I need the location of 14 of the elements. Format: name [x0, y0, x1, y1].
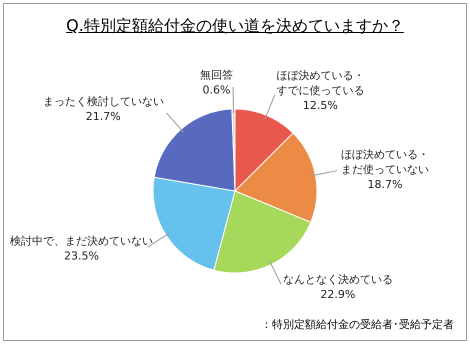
data-label: 18.7%	[367, 178, 402, 191]
slice-label: なんとなく決めている	[282, 273, 393, 286]
slice-label: 無回答	[200, 68, 233, 82]
slice-label: ほぼ決めている・すでに使っている	[276, 69, 364, 98]
slice-label: 検討中で、まだ決めていない	[10, 234, 153, 248]
data-label: 0.6%	[202, 83, 230, 96]
slice-label: まったく検討していない	[42, 95, 164, 108]
data-label: 22.9%	[320, 288, 356, 302]
text: ：特別定額給付金の受給者･受給予定者	[261, 317, 454, 332]
data-label: 21.7%	[86, 110, 121, 124]
data-label: 12.5%	[302, 99, 338, 112]
slice-label: ほぼ決めている・まだ使っていない	[340, 148, 429, 176]
data-label: 23.5%	[64, 250, 99, 263]
chart-title: Q.特別定額給付金の使い道を決めていますか？	[66, 16, 404, 35]
